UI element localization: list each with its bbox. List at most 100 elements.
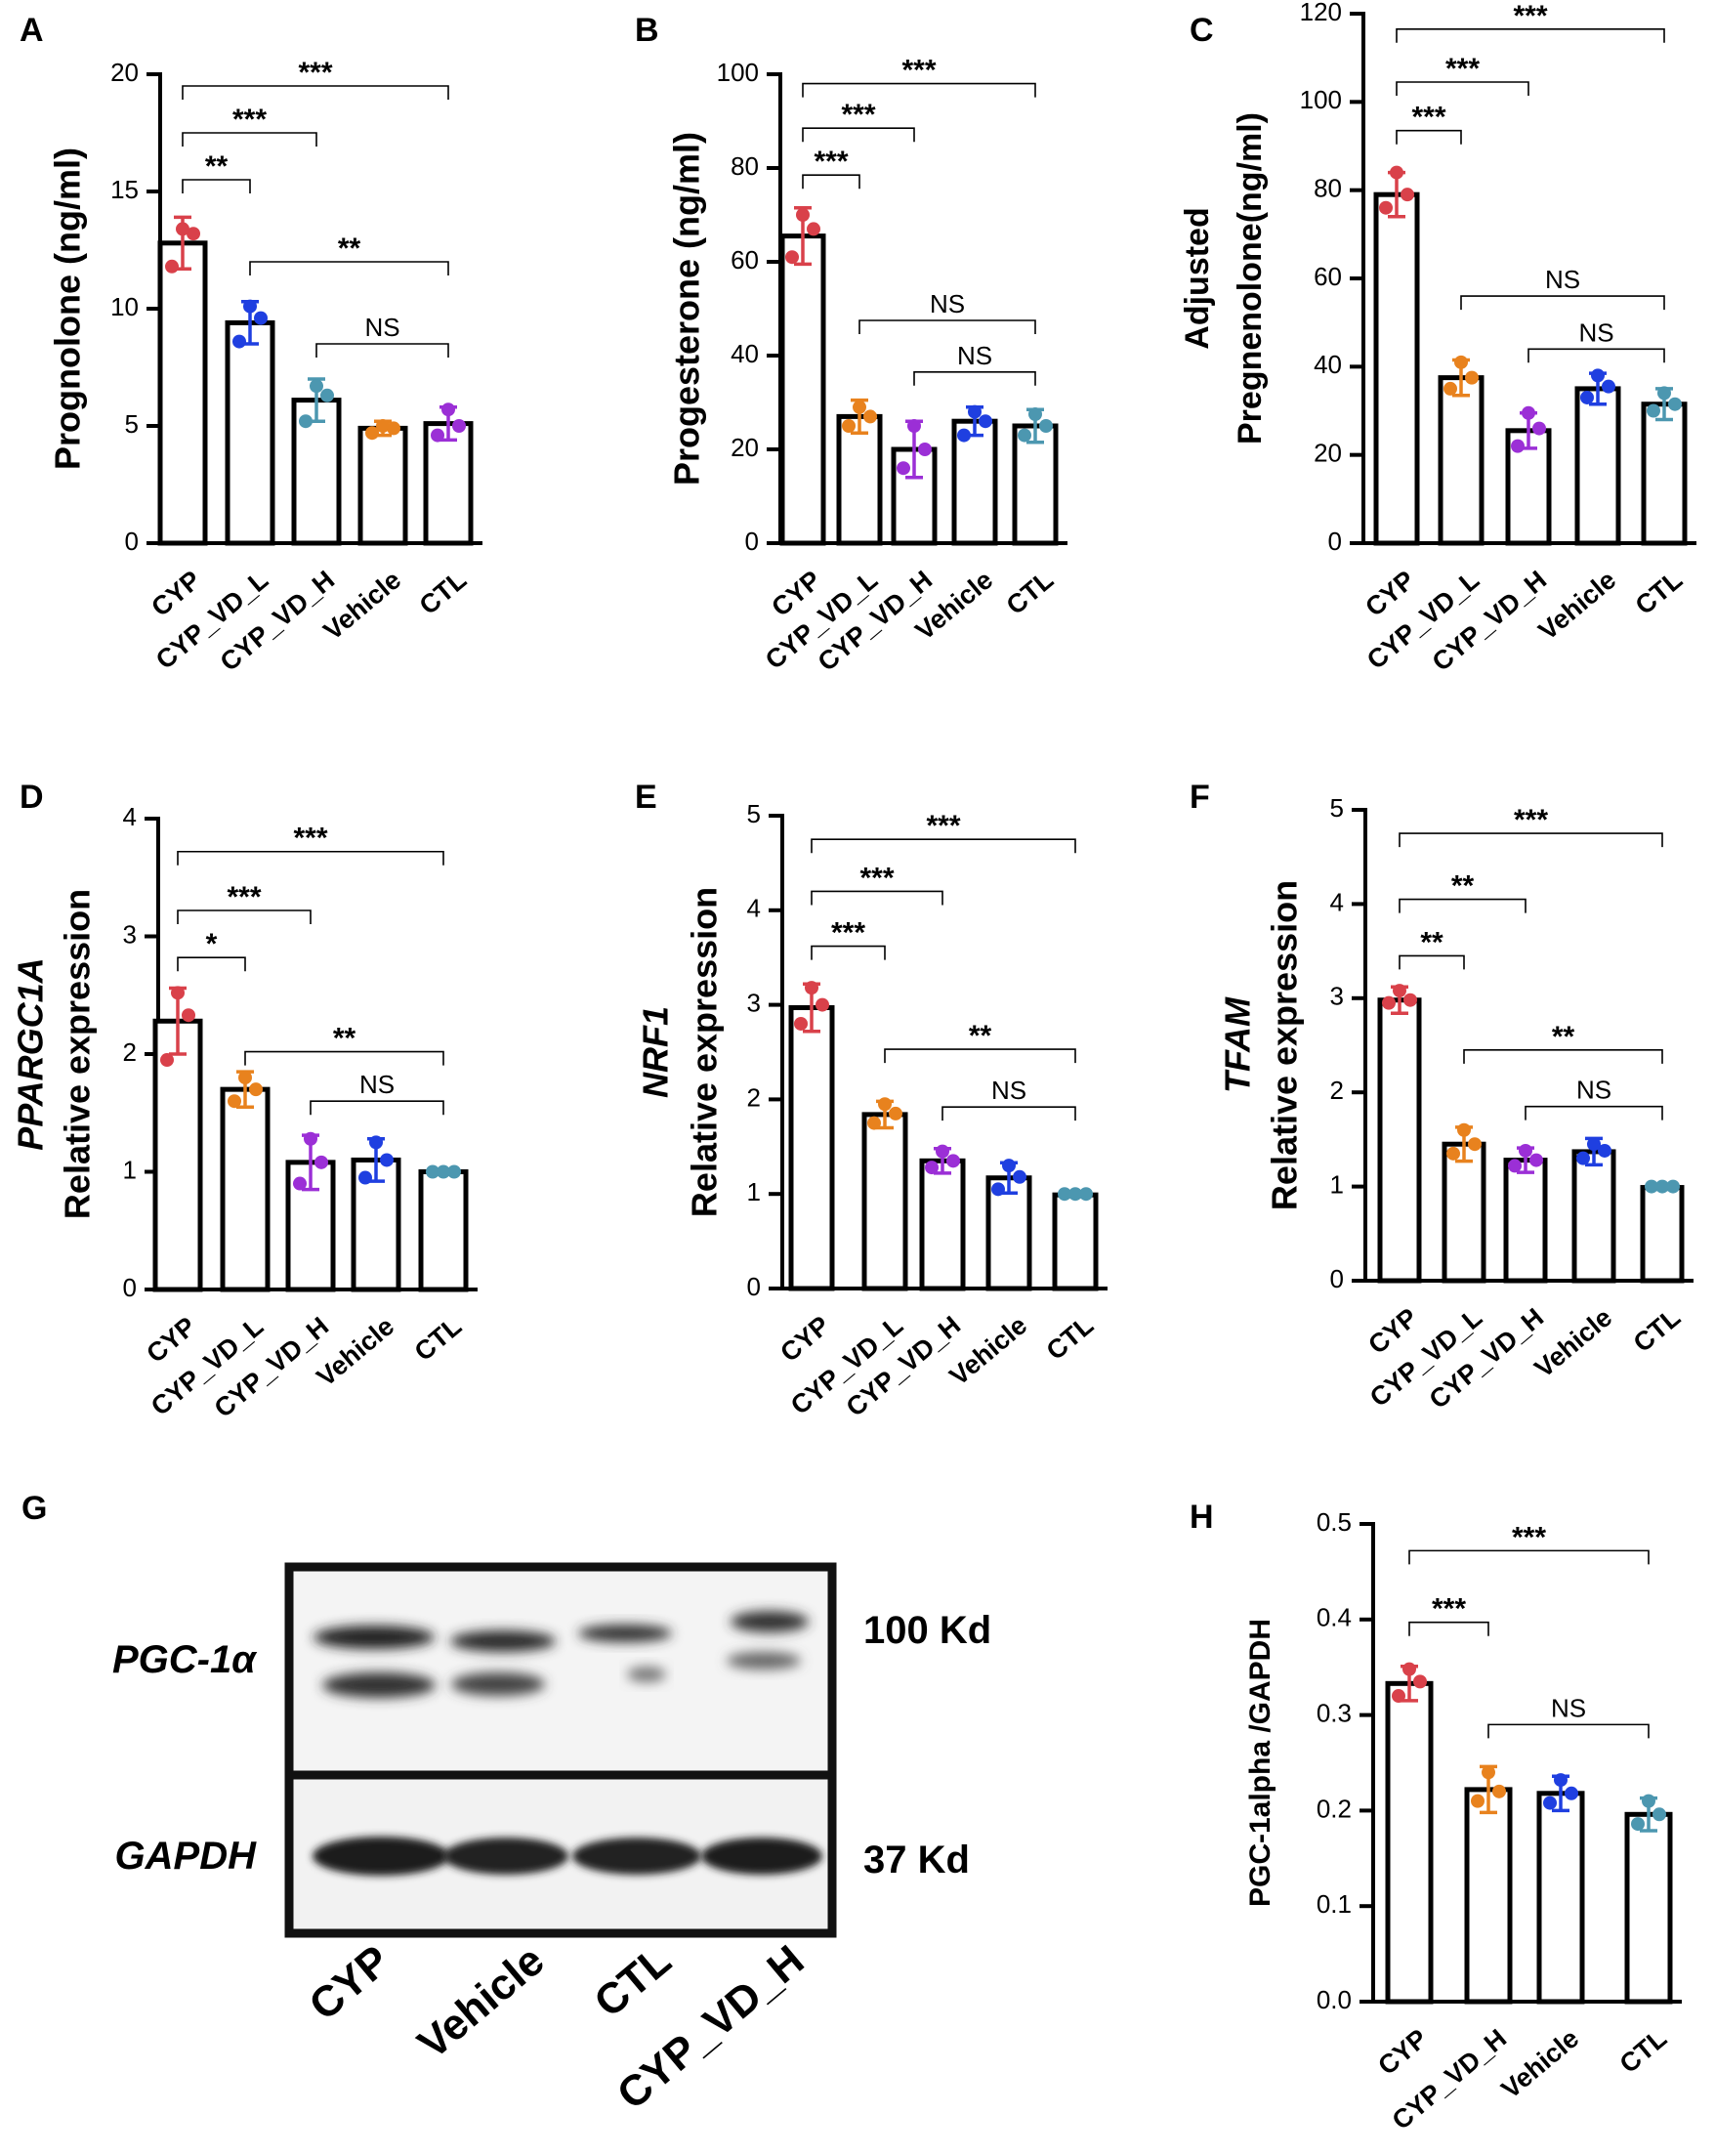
significance-label: NS	[1578, 317, 1613, 347]
y-tick-label: 4	[1330, 887, 1344, 916]
bar-ctl	[1624, 1811, 1673, 2005]
y-tick-label: 120	[1300, 0, 1342, 26]
y-axis-title-line2: Pregnenolone(ng/ml)	[1232, 112, 1269, 444]
y-tick-label: 4	[747, 894, 761, 923]
data-point-cyp-vd-l	[853, 400, 866, 414]
significance-bracket	[315, 343, 449, 358]
data-point-ctl	[1028, 407, 1042, 421]
significance-bracket	[802, 82, 1036, 98]
significance-label: **	[205, 150, 229, 183]
significance-label: **	[1420, 926, 1443, 958]
y-tick-label: 1	[123, 1155, 137, 1184]
data-point-vehicle	[1543, 1796, 1557, 1810]
significance-label: **	[338, 233, 361, 265]
bar-cyp	[788, 1005, 835, 1291]
data-point-cyp	[187, 227, 200, 241]
significance-bracket	[182, 85, 449, 100]
data-point-ctl	[431, 428, 444, 443]
y-tick-label: 0	[125, 527, 139, 556]
significance-label: ***	[232, 104, 267, 136]
blot-size-pgc1a: 100 Kd	[863, 1609, 991, 1652]
y-axis-title: Progesterone (ng/ml)	[667, 132, 707, 486]
data-point-cyp	[1401, 188, 1414, 202]
data-point-cyp	[816, 997, 829, 1012]
significance-label: NS	[364, 313, 399, 342]
data-point-vehicle	[1598, 1143, 1611, 1158]
data-point-cyp-vd-h	[925, 1161, 939, 1175]
x-tick-label-ctl: CTL	[1614, 2023, 1672, 2079]
chart-panel-c: C 0 20 40 60 80 100 120 Adjusted Pregnenolone(ng/…	[1179, 0, 1696, 677]
bar-vehicle	[357, 425, 408, 546]
data-point-cyp-vd-h	[310, 379, 323, 394]
y-tick-label: 1	[747, 1177, 761, 1206]
data-point-vehicle	[1587, 1137, 1601, 1152]
data-point-cyp	[807, 222, 820, 236]
bar-cyp	[1377, 997, 1422, 1284]
y-tick-label: 0	[123, 1273, 137, 1302]
significance-label: ***	[859, 862, 894, 894]
blot-protein-gapdh: GAPDH	[115, 1835, 258, 1878]
data-point-cyp-vd-l	[232, 334, 246, 349]
bar-vehicle	[1571, 1149, 1616, 1284]
significance-label: NS	[930, 289, 965, 318]
bar-cyp	[779, 233, 826, 546]
data-point-vehicle	[1591, 368, 1605, 383]
data-point-ctl	[1631, 1817, 1645, 1832]
data-point-cyp-vd-h	[946, 1154, 960, 1168]
data-point-cyp-vd-h	[897, 461, 910, 476]
significance-label: ***	[298, 57, 332, 89]
y-tick-label: 5	[125, 409, 139, 439]
y-axis-title-gene: TFAM	[1218, 996, 1258, 1093]
y-tick-label: 20	[110, 58, 139, 87]
x-tick-label-vehicle: Vehicle	[1496, 2023, 1585, 2104]
panel-label-h: H	[1190, 1499, 1214, 1536]
y-tick-label: 2	[747, 1082, 761, 1112]
y-axis-title-line1: Adjusted	[1179, 207, 1216, 349]
bar-ctl	[423, 421, 474, 546]
significance-bracket	[249, 261, 449, 275]
data-point-cyp-vd-l	[1457, 1122, 1471, 1137]
y-tick-label: 2	[123, 1037, 137, 1067]
data-point-ctl	[1039, 419, 1053, 433]
significance-label: **	[333, 1023, 356, 1055]
data-point-vehicle	[376, 419, 390, 433]
data-point-ctl	[1652, 1807, 1666, 1822]
x-tick-label-ctl: CTL	[1001, 565, 1059, 620]
data-point-cyp	[796, 208, 810, 222]
data-point-vehicle	[380, 1153, 394, 1167]
data-point-cyp-vd-h	[314, 1155, 328, 1169]
significance-label: NS	[1551, 1693, 1586, 1722]
data-point-ctl	[1657, 386, 1671, 401]
y-axis-title-gene: PPARGC1A	[11, 957, 51, 1150]
data-point-cyp	[1413, 1674, 1427, 1689]
data-point-cyp	[805, 981, 818, 995]
panel-label-c: C	[1190, 12, 1214, 49]
panel-label-g: G	[21, 1490, 47, 1527]
bar-ctl	[1640, 1185, 1685, 1284]
data-point-cyp-vd-h	[907, 419, 921, 433]
blot-lane-ctl: CTL	[585, 1936, 680, 2027]
significance-label: ***	[1514, 804, 1548, 836]
data-point-ctl	[1018, 428, 1031, 443]
data-point-ctl	[1079, 1187, 1093, 1202]
y-tick-label: 0	[747, 1272, 761, 1301]
significance-bracket	[310, 1100, 444, 1116]
significance-bracket	[811, 838, 1076, 854]
data-point-cyp-vd-h	[936, 1144, 949, 1159]
significance-bracket	[1399, 954, 1465, 970]
data-point-cyp	[1403, 993, 1417, 1007]
y-tick-label: 60	[1314, 262, 1342, 291]
significance-bracket	[1408, 1549, 1650, 1565]
y-axis-title-gene: NRF1	[636, 1006, 676, 1098]
data-point-ctl	[447, 1164, 461, 1179]
significance-label: **	[1451, 870, 1475, 903]
data-point-cyp-vd-l	[238, 1071, 252, 1085]
significance-label: ***	[293, 823, 327, 855]
significance-label: NS	[957, 341, 992, 370]
bar-cyp	[1385, 1680, 1434, 2005]
significance-label: **	[1552, 1021, 1575, 1053]
y-tick-label: 100	[717, 58, 759, 87]
